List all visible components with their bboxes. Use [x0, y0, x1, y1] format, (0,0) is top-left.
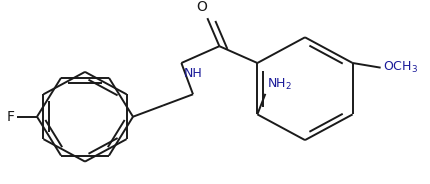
Text: NH: NH	[183, 67, 202, 80]
Text: OCH$_3$: OCH$_3$	[383, 60, 418, 75]
Text: NH$_2$: NH$_2$	[267, 77, 292, 92]
Text: O: O	[196, 0, 207, 14]
Text: F: F	[7, 110, 15, 124]
